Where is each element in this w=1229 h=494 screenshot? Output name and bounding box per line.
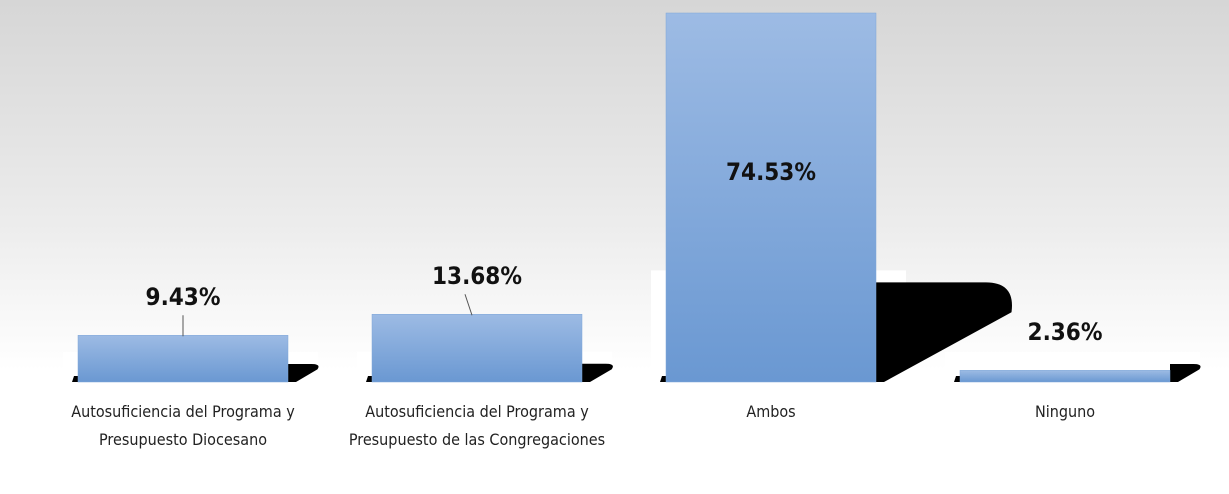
value-label: 13.68%: [432, 262, 522, 291]
x-tick-label: Ambos: [746, 402, 796, 421]
bar: [371, 314, 583, 383]
value-label: 74.53%: [726, 158, 816, 186]
x-tick-label: Ninguno: [1034, 402, 1096, 421]
x-tick-label: Autosuficiencia del Programa y Presupues…: [71, 402, 295, 449]
bar: [665, 12, 877, 383]
bar: [959, 370, 1171, 383]
shadow: [660, 282, 1012, 382]
leader-line: [464, 294, 473, 316]
bar: [77, 335, 289, 383]
x-tick-label: Autosuficiencia del Programa y Presupues…: [348, 402, 606, 449]
value-label: 2.36%: [1027, 318, 1103, 347]
value-label: 9.43%: [145, 283, 221, 312]
